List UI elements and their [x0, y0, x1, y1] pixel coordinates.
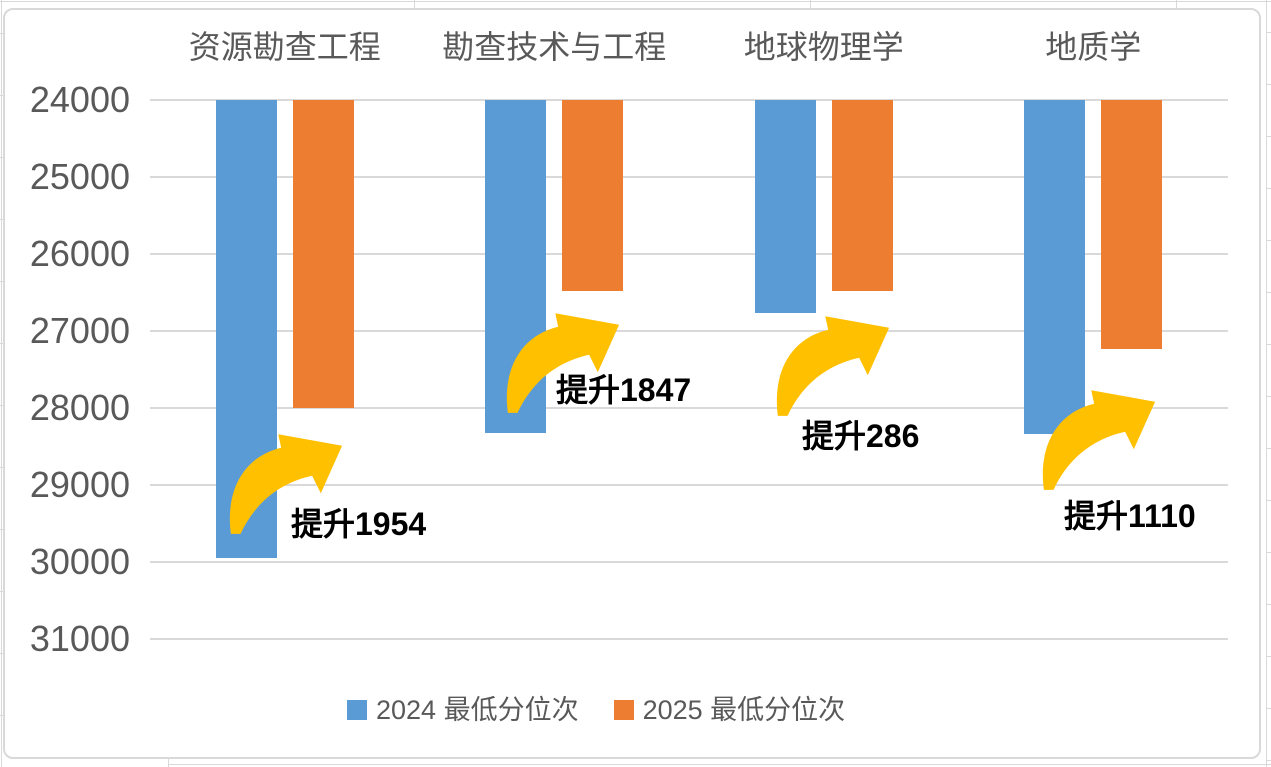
category-label-0: 资源勘查工程	[188, 29, 381, 65]
spreadsheet-gridline	[0, 591, 4, 592]
arrow-shape	[506, 313, 620, 413]
spreadsheet-gridline	[0, 281, 4, 282]
y-tick-label-25000: 25000	[29, 156, 130, 197]
spreadsheet-gridline	[168, 759, 169, 767]
spreadsheet-gridline	[1266, 188, 1271, 189]
spreadsheet-gridline	[1266, 396, 1271, 397]
annotation-2: 提升286	[802, 418, 920, 454]
gridline-24000	[150, 99, 1228, 101]
legend-label-2024: 2024 最低分位次	[376, 695, 579, 725]
annotation-3: 提升1110	[1064, 498, 1196, 534]
spreadsheet-gridline	[1, 0, 2, 767]
spreadsheet-gridline	[414, 0, 415, 8]
spreadsheet-gridline	[0, 529, 4, 530]
gridline-26000	[150, 253, 1228, 255]
spreadsheet-gridline	[0, 1, 1271, 2]
spreadsheet-gridline	[0, 219, 4, 220]
improvement-arrow-3	[1042, 390, 1156, 490]
category-label-3: 地质学	[1045, 29, 1142, 65]
gridline-25000	[150, 176, 1228, 178]
gridline-31000	[150, 638, 1228, 640]
y-tick-label-24000: 24000	[29, 79, 130, 120]
bar-2025-cat0	[292, 100, 354, 408]
spreadsheet-gridline	[810, 0, 811, 8]
spreadsheet-gridline	[0, 157, 4, 158]
spreadsheet-gridline	[168, 764, 1271, 765]
spreadsheet-gridline	[1266, 344, 1271, 345]
spreadsheet-gridline	[1266, 500, 1271, 501]
spreadsheet-gridline	[1266, 292, 1271, 293]
legend: 2024 最低分位次 2025 最低分位次	[347, 692, 845, 728]
spreadsheet-gridline	[1266, 84, 1271, 85]
spreadsheet-gridline	[0, 343, 4, 344]
bar-2025-cat1	[562, 100, 624, 292]
spreadsheet-gridline	[1266, 240, 1271, 241]
spreadsheet-gridline	[1266, 604, 1271, 605]
y-tick-label-30000: 30000	[29, 541, 130, 582]
bar-2024-cat3	[1024, 100, 1086, 434]
annotation-0: 提升1954	[291, 506, 427, 542]
legend-swatch-2024	[347, 700, 367, 720]
spreadsheet-gridline	[1266, 32, 1271, 33]
legend-swatch-2025	[613, 700, 634, 720]
gridline-29000	[150, 484, 1228, 486]
bar-2025-cat2	[831, 100, 893, 292]
spreadsheet-gridline	[0, 405, 4, 406]
spreadsheet-gridline	[1266, 552, 1271, 553]
arrow-shape	[776, 316, 890, 416]
legend-item-2025: 2025 最低分位次	[613, 694, 846, 726]
category-label-2: 地球物理学	[743, 29, 904, 65]
annotation-1: 提升1847	[556, 372, 692, 408]
spreadsheet-gridline	[1176, 0, 1177, 8]
gridline-27000	[150, 330, 1228, 332]
gridline-30000	[150, 561, 1228, 563]
improvement-arrow-2	[776, 316, 890, 416]
spreadsheet-gridline	[1266, 708, 1271, 709]
arrow-shape	[1042, 390, 1156, 490]
spreadsheet-gridline	[1266, 0, 1267, 767]
y-tick-label-26000: 26000	[29, 233, 130, 274]
spreadsheet-gridline	[1266, 136, 1271, 137]
chart-area-border	[3, 8, 1261, 759]
spreadsheet-gridline	[0, 653, 4, 654]
bar-2025-cat3	[1101, 100, 1163, 349]
category-label-1: 勘查技术与工程	[442, 29, 667, 65]
spreadsheet-gridline	[1266, 760, 1271, 761]
improvement-arrow-0	[229, 434, 343, 534]
gridline-28000	[150, 407, 1228, 409]
y-tick-label-28000: 28000	[29, 387, 130, 428]
bar-2024-cat2	[754, 100, 816, 314]
y-tick-label-29000: 29000	[29, 464, 130, 505]
spreadsheet-gridline	[1266, 656, 1271, 657]
spreadsheet-gridline	[0, 33, 4, 34]
improvement-arrow-1	[506, 313, 620, 413]
spreadsheet-gridline	[0, 95, 4, 96]
spreadsheet-gridline	[0, 715, 4, 716]
spreadsheet-gridline	[1266, 448, 1271, 449]
y-tick-label-27000: 27000	[29, 310, 130, 351]
arrow-shape	[229, 434, 343, 534]
spreadsheet-gridline	[0, 467, 4, 468]
legend-item-2024: 2024 最低分位次	[347, 694, 579, 726]
y-tick-label-31000: 31000	[29, 618, 130, 659]
legend-label-2025: 2025 最低分位次	[642, 695, 846, 725]
